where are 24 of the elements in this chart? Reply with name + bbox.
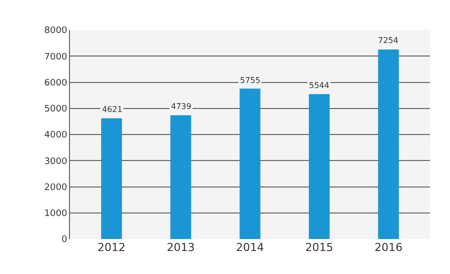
y-tick-label: 1000 [44, 209, 68, 220]
bar [101, 118, 122, 239]
data-label: 4739 [171, 102, 192, 111]
bar [170, 115, 192, 239]
bar [308, 94, 330, 239]
x-tick-label: 2016 [374, 241, 402, 254]
y-tick-label: 8000 [44, 26, 68, 36]
bar [240, 88, 260, 239]
x-tick-label: 2014 [236, 241, 264, 254]
y-tick-label: 5000 [44, 104, 68, 115]
data-label: 5544 [309, 81, 330, 90]
y-tick-label: 3000 [44, 156, 68, 167]
bar [378, 49, 399, 239]
data-label: 4621 [102, 105, 122, 114]
data-label: 7254 [378, 36, 398, 45]
x-tick-label: 2013 [166, 241, 195, 254]
data-label: 5755 [240, 76, 260, 85]
x-tick-label: 2012 [98, 241, 126, 254]
y-tick-label: 4000 [44, 130, 68, 141]
y-tick-label: 0 [61, 235, 68, 246]
y-tick-label: 2000 [44, 182, 68, 193]
y-tick-label: 6000 [44, 78, 68, 88]
y-tick-label: 7000 [44, 52, 68, 62]
x-tick-label: 2015 [305, 241, 334, 254]
